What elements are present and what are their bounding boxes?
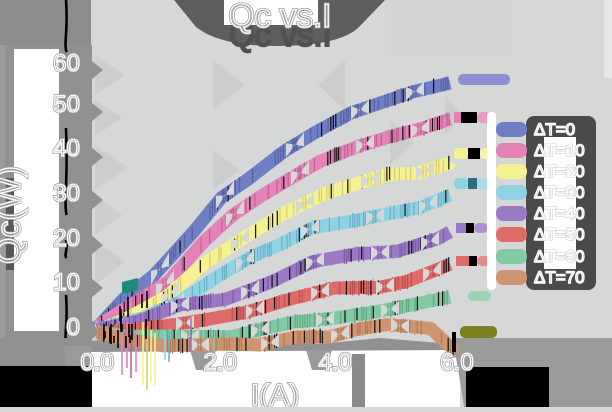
svg-text:Qc vs.I: Qc vs.I [229, 0, 332, 34]
svg-text:6.0: 6.0 [440, 349, 473, 376]
svg-text:40: 40 [53, 135, 80, 162]
svg-text:10: 10 [53, 269, 80, 296]
svg-text:10: 10 [53, 269, 80, 296]
svg-text:ΔT=40: ΔT=40 [534, 204, 585, 223]
svg-text:ΔT=30: ΔT=30 [534, 183, 585, 202]
svg-text:50: 50 [53, 91, 80, 118]
svg-text:Qc(W): Qc(W) [0, 166, 28, 264]
svg-text:6.0: 6.0 [440, 349, 473, 376]
svg-text:ΔT=70: ΔT=70 [534, 268, 585, 287]
svg-text:I(A): I(A) [251, 379, 299, 407]
svg-text:2.0: 2.0 [203, 349, 236, 376]
svg-text:4.0: 4.0 [318, 349, 351, 376]
svg-text:ΔT=50: ΔT=50 [534, 225, 585, 244]
svg-text:0.0: 0.0 [80, 349, 113, 376]
svg-text:30: 30 [53, 180, 80, 207]
svg-text:ΔT=0: ΔT=0 [534, 120, 575, 139]
svg-text:40: 40 [53, 135, 80, 162]
svg-text:ΔT=60: ΔT=60 [534, 247, 585, 266]
svg-text:0: 0 [67, 314, 80, 341]
svg-text:Qc(W): Qc(W) [0, 166, 28, 264]
svg-text:60: 60 [53, 50, 80, 77]
svg-text:2.0: 2.0 [203, 349, 236, 376]
svg-text:I(A): I(A) [251, 379, 299, 407]
svg-text:ΔT=30: ΔT=30 [534, 183, 585, 202]
svg-text:ΔT=40: ΔT=40 [534, 204, 585, 223]
svg-text:20: 20 [53, 225, 80, 252]
svg-text:0: 0 [67, 314, 80, 341]
svg-text:Qc vs.I: Qc vs.I [229, 0, 332, 34]
svg-text:ΔT=10: ΔT=10 [534, 141, 585, 160]
svg-text:20: 20 [53, 225, 80, 252]
svg-text:60: 60 [53, 50, 80, 77]
svg-text:ΔT=60: ΔT=60 [534, 247, 585, 266]
svg-text:ΔT=70: ΔT=70 [534, 268, 585, 287]
svg-text:4.0: 4.0 [318, 349, 351, 376]
svg-text:ΔT=10: ΔT=10 [534, 141, 585, 160]
svg-text:ΔT=50: ΔT=50 [534, 225, 585, 244]
svg-text:ΔT=20: ΔT=20 [534, 162, 585, 181]
svg-text:ΔT=0: ΔT=0 [534, 120, 575, 139]
svg-text:0.0: 0.0 [80, 349, 113, 376]
svg-text:30: 30 [53, 180, 80, 207]
svg-text:50: 50 [53, 91, 80, 118]
svg-text:ΔT=20: ΔT=20 [534, 162, 585, 181]
